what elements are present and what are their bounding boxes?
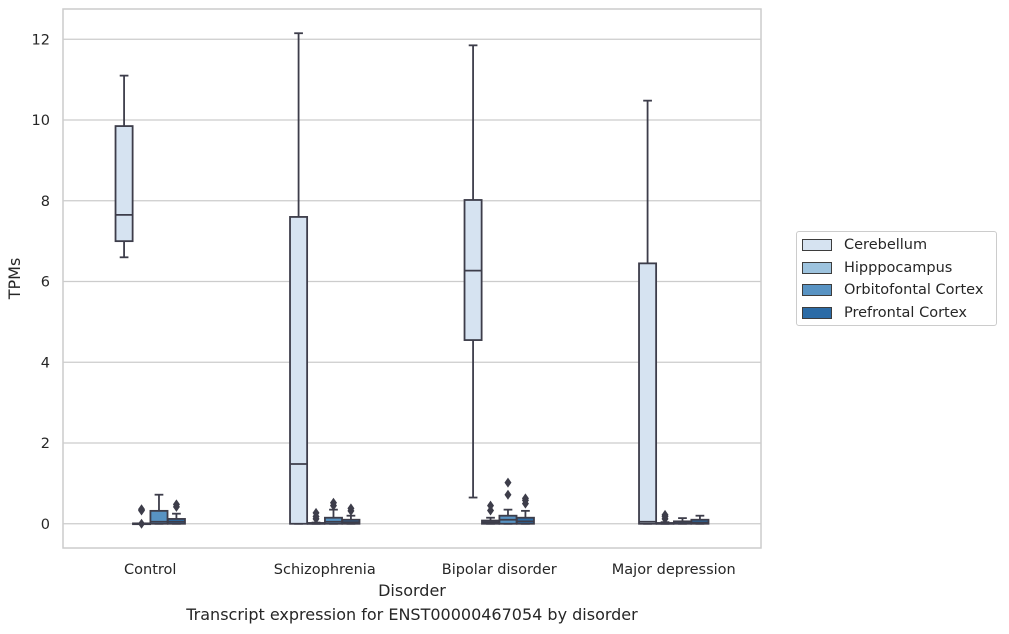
legend-swatch	[802, 284, 832, 296]
box-prefrontal-cortex	[515, 493, 535, 525]
box-hipppocampus	[132, 504, 151, 529]
box-cerebellum	[114, 74, 134, 259]
y-tick-label: 12	[32, 32, 50, 48]
legend-swatch	[802, 239, 832, 251]
y-tick-label: 4	[41, 355, 50, 371]
x-tick-labels: Control Schizophrenia Bipolar disorder Majo…	[124, 562, 736, 578]
legend-label: Cerebellum	[844, 237, 928, 253]
legend: Cerebellum Hipppocampus Orbitofontal Corte…	[796, 231, 997, 326]
box-iqr	[324, 516, 343, 525]
outlier-point	[312, 507, 320, 518]
box-series	[114, 32, 710, 529]
y-tick-label: 8	[41, 194, 50, 210]
outlier-point	[504, 489, 512, 500]
x-axis-label: Disorder	[378, 581, 446, 600]
outlier-point	[172, 499, 180, 510]
box-cerebellum	[638, 99, 658, 525]
legend-item: Cerebellum	[802, 235, 927, 255]
y-tick-label: 2	[41, 436, 50, 452]
plot-frame	[62, 8, 762, 549]
box-iqr	[149, 509, 169, 525]
y-tick-labels: 0 2 4 6 8 10 12	[32, 32, 50, 532]
legend-label: Hipppocampus	[844, 259, 953, 276]
chart-caption: Transcript expression for ENST0000046705…	[186, 605, 638, 624]
box-orbitofontal-cortex	[498, 477, 518, 525]
box-cerebellum	[289, 32, 309, 525]
x-tick-label: Schizophrenia	[274, 562, 376, 578]
y-tick-label: 10	[32, 113, 50, 129]
outlier-point	[138, 504, 146, 515]
box-iqr	[114, 125, 134, 243]
legend-label: Prefrontal Cortex	[844, 304, 967, 321]
x-tick-label: Control	[124, 562, 176, 578]
box-hipppocampus	[655, 509, 675, 525]
outlier-point	[487, 500, 495, 511]
outlier-point	[521, 493, 529, 504]
legend-swatch	[802, 306, 832, 319]
y-axis-label: TPMs	[5, 258, 24, 301]
outlier-point	[329, 497, 337, 508]
legend-item: Prefrontal Cortex	[802, 303, 967, 323]
box-orbitofontal-cortex	[324, 497, 343, 525]
outlier-point	[661, 509, 669, 520]
outlier-point	[347, 503, 355, 514]
box-iqr	[289, 216, 309, 525]
outlier-point	[138, 518, 146, 529]
outlier-point	[504, 477, 512, 488]
box-iqr	[638, 262, 658, 525]
box-orbitofontal-cortex	[673, 517, 692, 525]
legend-swatch	[802, 261, 832, 274]
gridlines	[63, 38, 761, 525]
legend-item: Orbitofontal Cortex	[802, 280, 983, 300]
box-hipppocampus	[481, 500, 500, 525]
box-hipppocampus	[306, 507, 326, 525]
box-prefrontal-cortex	[166, 499, 186, 525]
box-prefrontal-cortex	[341, 503, 361, 525]
legend-item: Hipppocampus	[802, 258, 952, 278]
box-cerebellum	[463, 44, 483, 499]
legend-label: Orbitofontal Cortex	[844, 282, 984, 298]
y-tick-label: 6	[41, 275, 50, 291]
box-prefrontal-cortex	[690, 514, 710, 525]
box-orbitofontal-cortex	[149, 493, 169, 525]
x-tick-label: Major depression	[612, 562, 736, 578]
y-tick-label: 0	[41, 517, 50, 533]
x-tick-label: Bipolar disorder	[442, 562, 557, 578]
